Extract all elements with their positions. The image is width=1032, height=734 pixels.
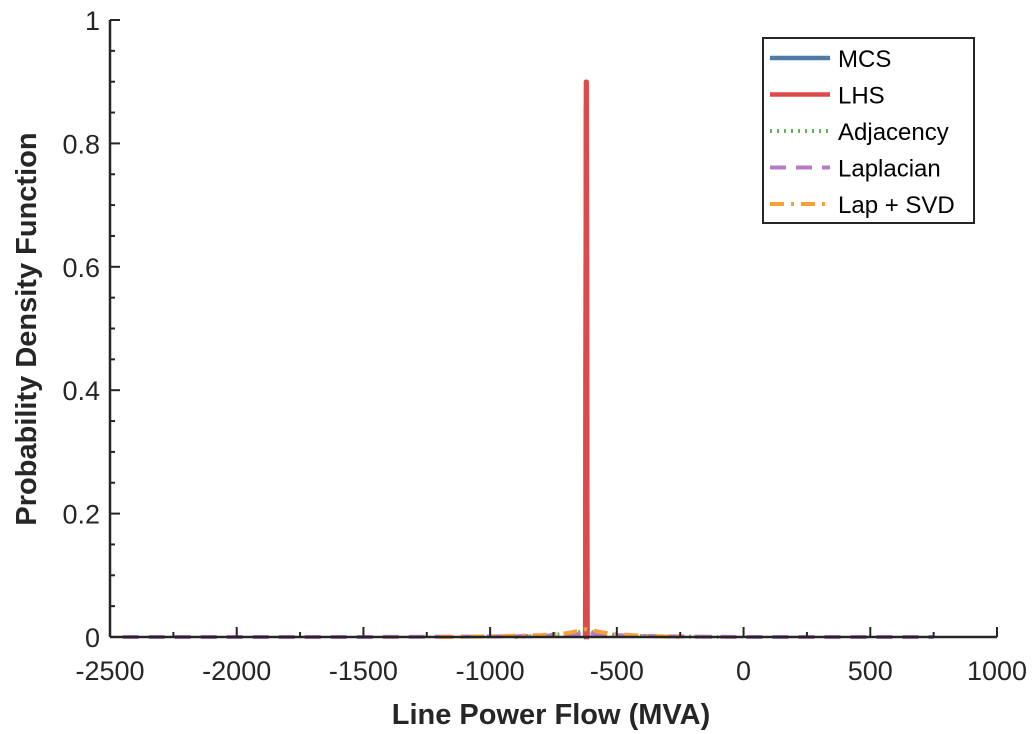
y-tick-label: 0.6 [62, 253, 100, 283]
legend-label: Adjacency [838, 119, 949, 146]
y-tick-label: 0 [85, 623, 100, 653]
y-axis-title: Probability Density Function [11, 132, 43, 525]
x-tick-label: 0 [736, 656, 751, 686]
y-tick-label: 0.4 [62, 376, 100, 406]
y-tick-label: 1 [85, 6, 100, 36]
x-tick-label: 500 [848, 656, 893, 686]
legend-label: MCS [838, 46, 891, 73]
legend-label: Lap + SVD [838, 192, 955, 219]
series-line-5 [439, 626, 681, 639]
series-line-2 [582, 79, 591, 640]
legend-label: Laplacian [838, 156, 941, 183]
x-tick-label: -1500 [329, 656, 398, 686]
x-tick-label: -2500 [75, 656, 144, 686]
x-tick-label: -500 [590, 656, 644, 686]
y-tick-label: 0.2 [62, 500, 100, 530]
x-tick-label: -2000 [202, 656, 271, 686]
y-tick-label: 0.8 [62, 129, 100, 159]
axes: -2500 -2000 -1500 -1000 -500 0 500 1000 0 0.2 0.4 0… [62, 6, 1027, 686]
x-axis-title: Line Power Flow (MVA) [392, 699, 710, 731]
x-tick-label: -1000 [456, 656, 525, 686]
x-tick-label: 1000 [967, 656, 1027, 686]
legend: MCS LHS Adjacency Laplacian Lap + SVD [762, 37, 975, 224]
legend-label: LHS [838, 83, 885, 110]
